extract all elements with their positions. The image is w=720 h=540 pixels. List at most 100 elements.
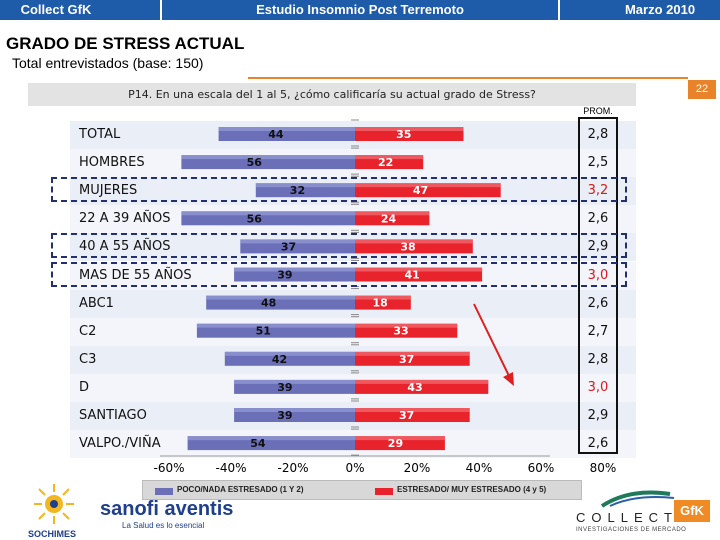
row-label: MUJERES <box>79 183 138 199</box>
legend-swatch-estresado <box>375 488 393 495</box>
x-tick-label: -20% <box>277 461 309 475</box>
bar-estresado-highlight <box>355 155 424 160</box>
header-separator <box>160 0 162 20</box>
legend-label-estresado: ESTRESADO/ MUY ESTRESADO (4 y 5) <box>397 485 547 494</box>
data-label-estresado: 24 <box>381 212 397 225</box>
gfk-logo: GfK <box>674 500 710 522</box>
data-label-estresado: 47 <box>413 184 428 197</box>
collect-name: COLLECT <box>576 510 678 525</box>
prom-value: 2,7 <box>587 323 609 339</box>
bar-estresado-highlight <box>355 127 464 131</box>
data-label-estresado: 41 <box>405 269 420 282</box>
data-label-estresado: 18 <box>372 297 387 310</box>
data-label-poco: 56 <box>247 156 263 169</box>
legend-swatch-poco <box>155 488 173 495</box>
bar-poco-highlight <box>234 379 355 384</box>
bar-estresado-highlight <box>355 436 445 441</box>
row-label: VALPO./VIÑA <box>79 436 161 452</box>
header-left: Collect GfK <box>20 2 92 17</box>
data-label-poco: 32 <box>290 184 305 197</box>
bar-poco-highlight <box>218 127 355 131</box>
bar-poco-highlight <box>187 436 355 441</box>
data-label-poco: 39 <box>277 381 292 394</box>
row-label: HOMBRES <box>79 155 145 171</box>
header-separator <box>558 0 560 20</box>
data-label-estresado: 37 <box>399 353 414 366</box>
bar-poco-highlight <box>234 267 355 272</box>
bar-estresado-highlight <box>355 211 430 216</box>
bar-estresado-highlight <box>355 379 489 384</box>
prom-label: PROM. <box>583 106 613 116</box>
bar-poco-highlight <box>234 408 355 412</box>
sanofi-logo: sanofi aventis La Salud es lo esencial <box>100 498 233 530</box>
data-label-poco: 48 <box>261 297 276 310</box>
data-label-poco: 39 <box>277 269 292 282</box>
annotation-arrow-line <box>473 303 511 379</box>
x-tick-label: 0% <box>345 461 365 475</box>
question-banner: P14. En una escala del 1 al 5, ¿cómo cal… <box>28 83 636 106</box>
data-label-poco: 56 <box>247 212 263 225</box>
x-tick-label: 40% <box>465 461 493 475</box>
legend: POCO/NADA ESTRESADO (1 Y 2) ESTRESADO/ M… <box>142 480 582 500</box>
data-label-poco: 39 <box>277 409 292 422</box>
prom-value: 2,5 <box>587 155 609 171</box>
row-label: TOTAL <box>79 127 121 142</box>
header-bar: Collect GfK Estudio Insomnio Post Terrem… <box>0 0 720 20</box>
page-number: 22 <box>688 80 716 99</box>
bar-estresado-highlight <box>355 295 411 300</box>
collect-subtitle: INVESTIGACIONES DE MERCADO <box>576 527 687 533</box>
header-right: Marzo 2010 <box>624 2 696 17</box>
bar-estresado-highlight <box>355 351 470 356</box>
data-label-poco: 37 <box>281 240 296 253</box>
bar-estresado-highlight <box>355 408 470 412</box>
slide-title: GRADO DE STRESS ACTUAL <box>6 34 245 53</box>
row-label: SANTIAGO <box>79 408 147 423</box>
bar-poco-highlight <box>240 239 355 244</box>
x-tick-label: -60% <box>153 461 185 475</box>
annotation-arrow-head <box>503 372 514 386</box>
row-label: 40 A 55 AÑOS <box>79 239 171 255</box>
sochimes-name: SOCHIMES <box>28 529 77 539</box>
highlight-box <box>51 233 627 259</box>
highlight-box <box>51 261 627 287</box>
data-label-estresado: 43 <box>407 381 422 394</box>
prom-value: 3,0 <box>587 267 609 283</box>
slide-subtitle: Total entrevistados (base: 150) <box>12 55 204 71</box>
row-label: ABC1 <box>79 295 114 311</box>
data-label-poco: 42 <box>272 353 287 366</box>
data-label-estresado: 29 <box>388 437 403 450</box>
data-label-estresado: 37 <box>399 409 414 422</box>
row-label: 22 A 39 AÑOS <box>79 211 171 227</box>
prom-value: 2,9 <box>587 408 609 423</box>
collect-swoosh-icon <box>600 490 675 508</box>
bar-poco-highlight <box>206 295 355 300</box>
sanofi-name: sanofi aventis <box>100 498 234 520</box>
bar-poco-highlight <box>224 351 355 356</box>
x-tick-label: 60% <box>527 461 555 475</box>
prom-value: 2,8 <box>587 127 609 142</box>
x-tick-label: 80% <box>589 461 617 475</box>
prom-value: 3,0 <box>587 379 609 395</box>
row-label: C3 <box>79 351 97 367</box>
prom-value: 3,2 <box>587 183 609 199</box>
data-label-estresado: 22 <box>378 156 393 169</box>
prom-value: 2,6 <box>587 295 609 311</box>
bar-poco-highlight <box>196 323 355 328</box>
bar-poco-highlight <box>181 155 355 160</box>
bar-estresado-highlight <box>355 239 473 244</box>
data-label-poco: 44 <box>268 128 284 141</box>
prom-value: 2,9 <box>587 239 609 255</box>
prom-value: 2,6 <box>587 436 609 452</box>
bar-estresado-highlight <box>355 267 483 272</box>
bar-estresado-highlight <box>355 183 501 188</box>
row-label: C2 <box>79 323 97 339</box>
bar-estresado-highlight <box>355 323 458 328</box>
prom-value: 2,8 <box>587 351 609 367</box>
x-tick-label: 20% <box>403 461 431 475</box>
data-label-poco: 51 <box>256 325 271 338</box>
orange-rule <box>248 77 688 79</box>
sochimes-logo <box>24 482 84 540</box>
data-label-estresado: 33 <box>393 325 408 338</box>
row-label: MAS DE 55 AÑOS <box>79 267 192 283</box>
